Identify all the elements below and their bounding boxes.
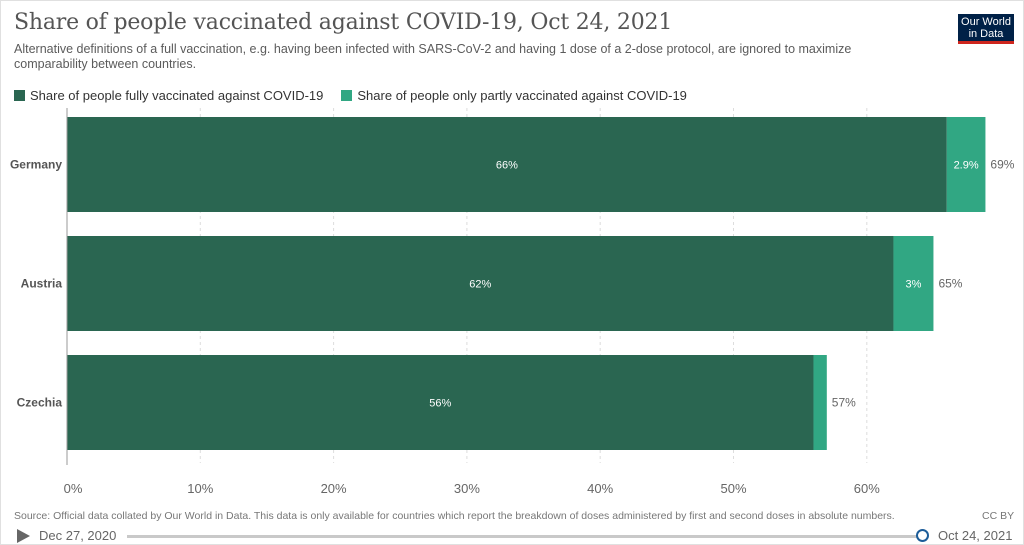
x-tick-label: 20% — [321, 481, 347, 496]
bar-segment — [67, 117, 947, 212]
chart-title: Share of people vaccinated against COVID… — [14, 10, 673, 35]
bar-value-label: 66% — [496, 160, 518, 172]
logo-line-1: Our World — [961, 16, 1011, 28]
bar-value-label: 2.9% — [954, 160, 979, 172]
source-note: Source: Official data collated by Our Wo… — [14, 510, 895, 522]
category-label: Austria — [21, 277, 63, 291]
legend-label-fully: Share of people fully vaccinated against… — [30, 87, 324, 103]
legend-item-fully[interactable]: Share of people fully vaccinated against… — [14, 88, 323, 103]
category-label: Czechia — [17, 396, 63, 410]
x-tick-label: 30% — [454, 481, 480, 496]
logo-line-2: in Data — [968, 28, 1004, 40]
legend-swatch-fully — [14, 89, 25, 101]
timeline: Dec 27, 2020 Oct 24, 2021 — [0, 524, 1024, 545]
owid-logo[interactable]: Our World in Data — [958, 14, 1014, 44]
bar-chart: 0% 10% 20% 30% 40% 50% 60% 66% 2.9% 69% Germany 62%… — [10, 108, 1015, 496]
x-tick-label: 50% — [720, 481, 746, 496]
timeline-track[interactable] — [127, 535, 921, 538]
license-link[interactable]: CC BY — [982, 510, 1015, 522]
bar-segment — [813, 355, 827, 450]
bar-segment — [67, 355, 814, 450]
legend: Share of people fully vaccinated against… — [14, 87, 705, 103]
bar-segment — [946, 117, 986, 212]
play-icon[interactable] — [17, 529, 30, 543]
category-label: Germany — [10, 158, 62, 172]
bar-segment — [67, 236, 894, 331]
bar-total-label: 57% — [832, 396, 856, 410]
bar-value-label: 3% — [906, 279, 922, 291]
chart-subtitle: Alternative definitions of a full vaccin… — [14, 42, 852, 71]
x-tick-label: 0% — [64, 481, 83, 496]
bar-total-label: 69% — [990, 158, 1014, 172]
timeline-end-label[interactable]: Oct 24, 2021 — [938, 528, 1013, 543]
x-tick-label: 10% — [187, 481, 213, 496]
bar-segment — [893, 236, 934, 331]
legend-swatch-partly — [341, 89, 353, 101]
x-tick-label: 60% — [854, 481, 880, 496]
legend-label-partly: Share of people only partly vaccinated a… — [357, 87, 687, 103]
timeline-handle[interactable] — [916, 529, 929, 542]
bar-total-label: 65% — [938, 277, 962, 291]
timeline-start-label[interactable]: Dec 27, 2020 — [39, 528, 117, 543]
bar-value-label: 56% — [429, 398, 451, 410]
x-tick-label: 40% — [587, 481, 613, 496]
legend-item-partly[interactable]: Share of people only partly vaccinated a… — [341, 88, 687, 103]
bar-value-label: 62% — [469, 279, 491, 291]
